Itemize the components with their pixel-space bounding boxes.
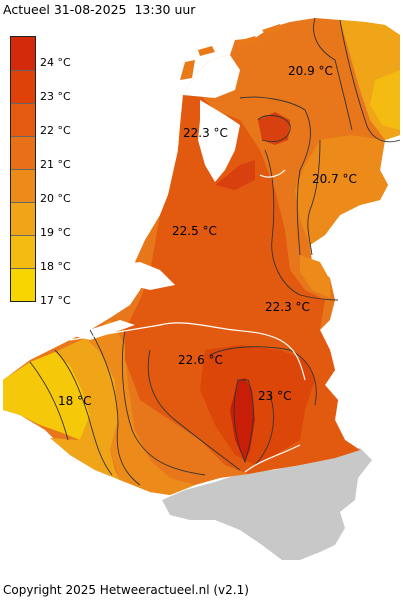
temp-label-flanders: 22.6 °C (178, 353, 223, 367)
isotherm-line (313, 17, 353, 131)
legend-swatch-22 (11, 103, 35, 136)
legend-label: 17 °C (40, 294, 71, 307)
zone-17-18 (3, 352, 90, 440)
zone-18-19 (50, 338, 120, 480)
coast-border (259, 169, 286, 178)
borders (69, 169, 306, 473)
legend-swatch-19 (11, 202, 35, 235)
luxembourg-region (162, 448, 372, 560)
temp-label-noord-holland: 22.3 °C (183, 126, 228, 140)
legend-swatch-23 (11, 70, 35, 103)
zone-18-northeast (370, 70, 400, 130)
temp-label-overijssel: 20.7 °C (312, 172, 357, 186)
legend-swatch-18 (11, 235, 35, 268)
legend-swatch-21 (11, 136, 35, 169)
isotherm-line (54, 349, 113, 476)
legend-label: 20 °C (40, 192, 71, 205)
wadden-islands (180, 24, 282, 80)
legend-swatch-20 (11, 169, 35, 202)
isotherm-line (121, 329, 206, 476)
isotherm-line (89, 329, 141, 486)
ijsselmeer-water (198, 100, 240, 182)
color-legend (10, 36, 36, 302)
isotherm-line (339, 19, 401, 143)
zone-23-ijsselmeer (215, 160, 255, 190)
isotherm-line (257, 114, 291, 143)
legend-label: 19 °C (40, 226, 71, 239)
copyright-text: Copyright 2025 Hetweeractueel.nl (v2.1) (3, 583, 249, 597)
legend-label: 23 °C (40, 90, 71, 103)
temp-label-coast: 18 °C (58, 394, 91, 408)
zeeland-water (120, 262, 175, 290)
zone-20-east-bulge (300, 255, 330, 298)
legend-swatch-24 (11, 37, 35, 70)
map-title: Actueel 31-08-2025 13:30 uur (3, 2, 196, 17)
temp-label-wallonia: 23 °C (258, 389, 291, 403)
temp-label-zuid-holland: 22.5 °C (172, 224, 217, 238)
nl-be-border (69, 322, 306, 381)
temp-label-north-east: 20.9 °C (288, 64, 333, 78)
legend-label: 18 °C (40, 260, 71, 273)
zone-24-core (230, 378, 255, 462)
legend-label: 22 °C (40, 124, 71, 137)
zone-23-flevo (258, 112, 290, 145)
isotherm-line (254, 394, 274, 466)
zone-23 (200, 345, 315, 465)
wadden-sea (183, 55, 240, 98)
isotherms (29, 17, 401, 486)
isotherm-line (209, 346, 317, 406)
isotherm-line (307, 139, 321, 256)
temp-label-limburg: 22.3 °C (265, 300, 310, 314)
isotherm-line (147, 349, 241, 471)
be-lux-border (244, 444, 301, 473)
isotherm-line (239, 96, 311, 256)
legend-swatch-17 (11, 268, 35, 301)
isotherm-line (264, 149, 339, 301)
zone-19-20-south (85, 320, 195, 495)
zone-20-east (295, 135, 388, 245)
scheldt-water (70, 320, 135, 340)
isotherm-line (29, 361, 69, 441)
isotherm-line (233, 379, 254, 464)
legend-label: 24 °C (40, 56, 71, 69)
legend-label: 21 °C (40, 158, 71, 171)
